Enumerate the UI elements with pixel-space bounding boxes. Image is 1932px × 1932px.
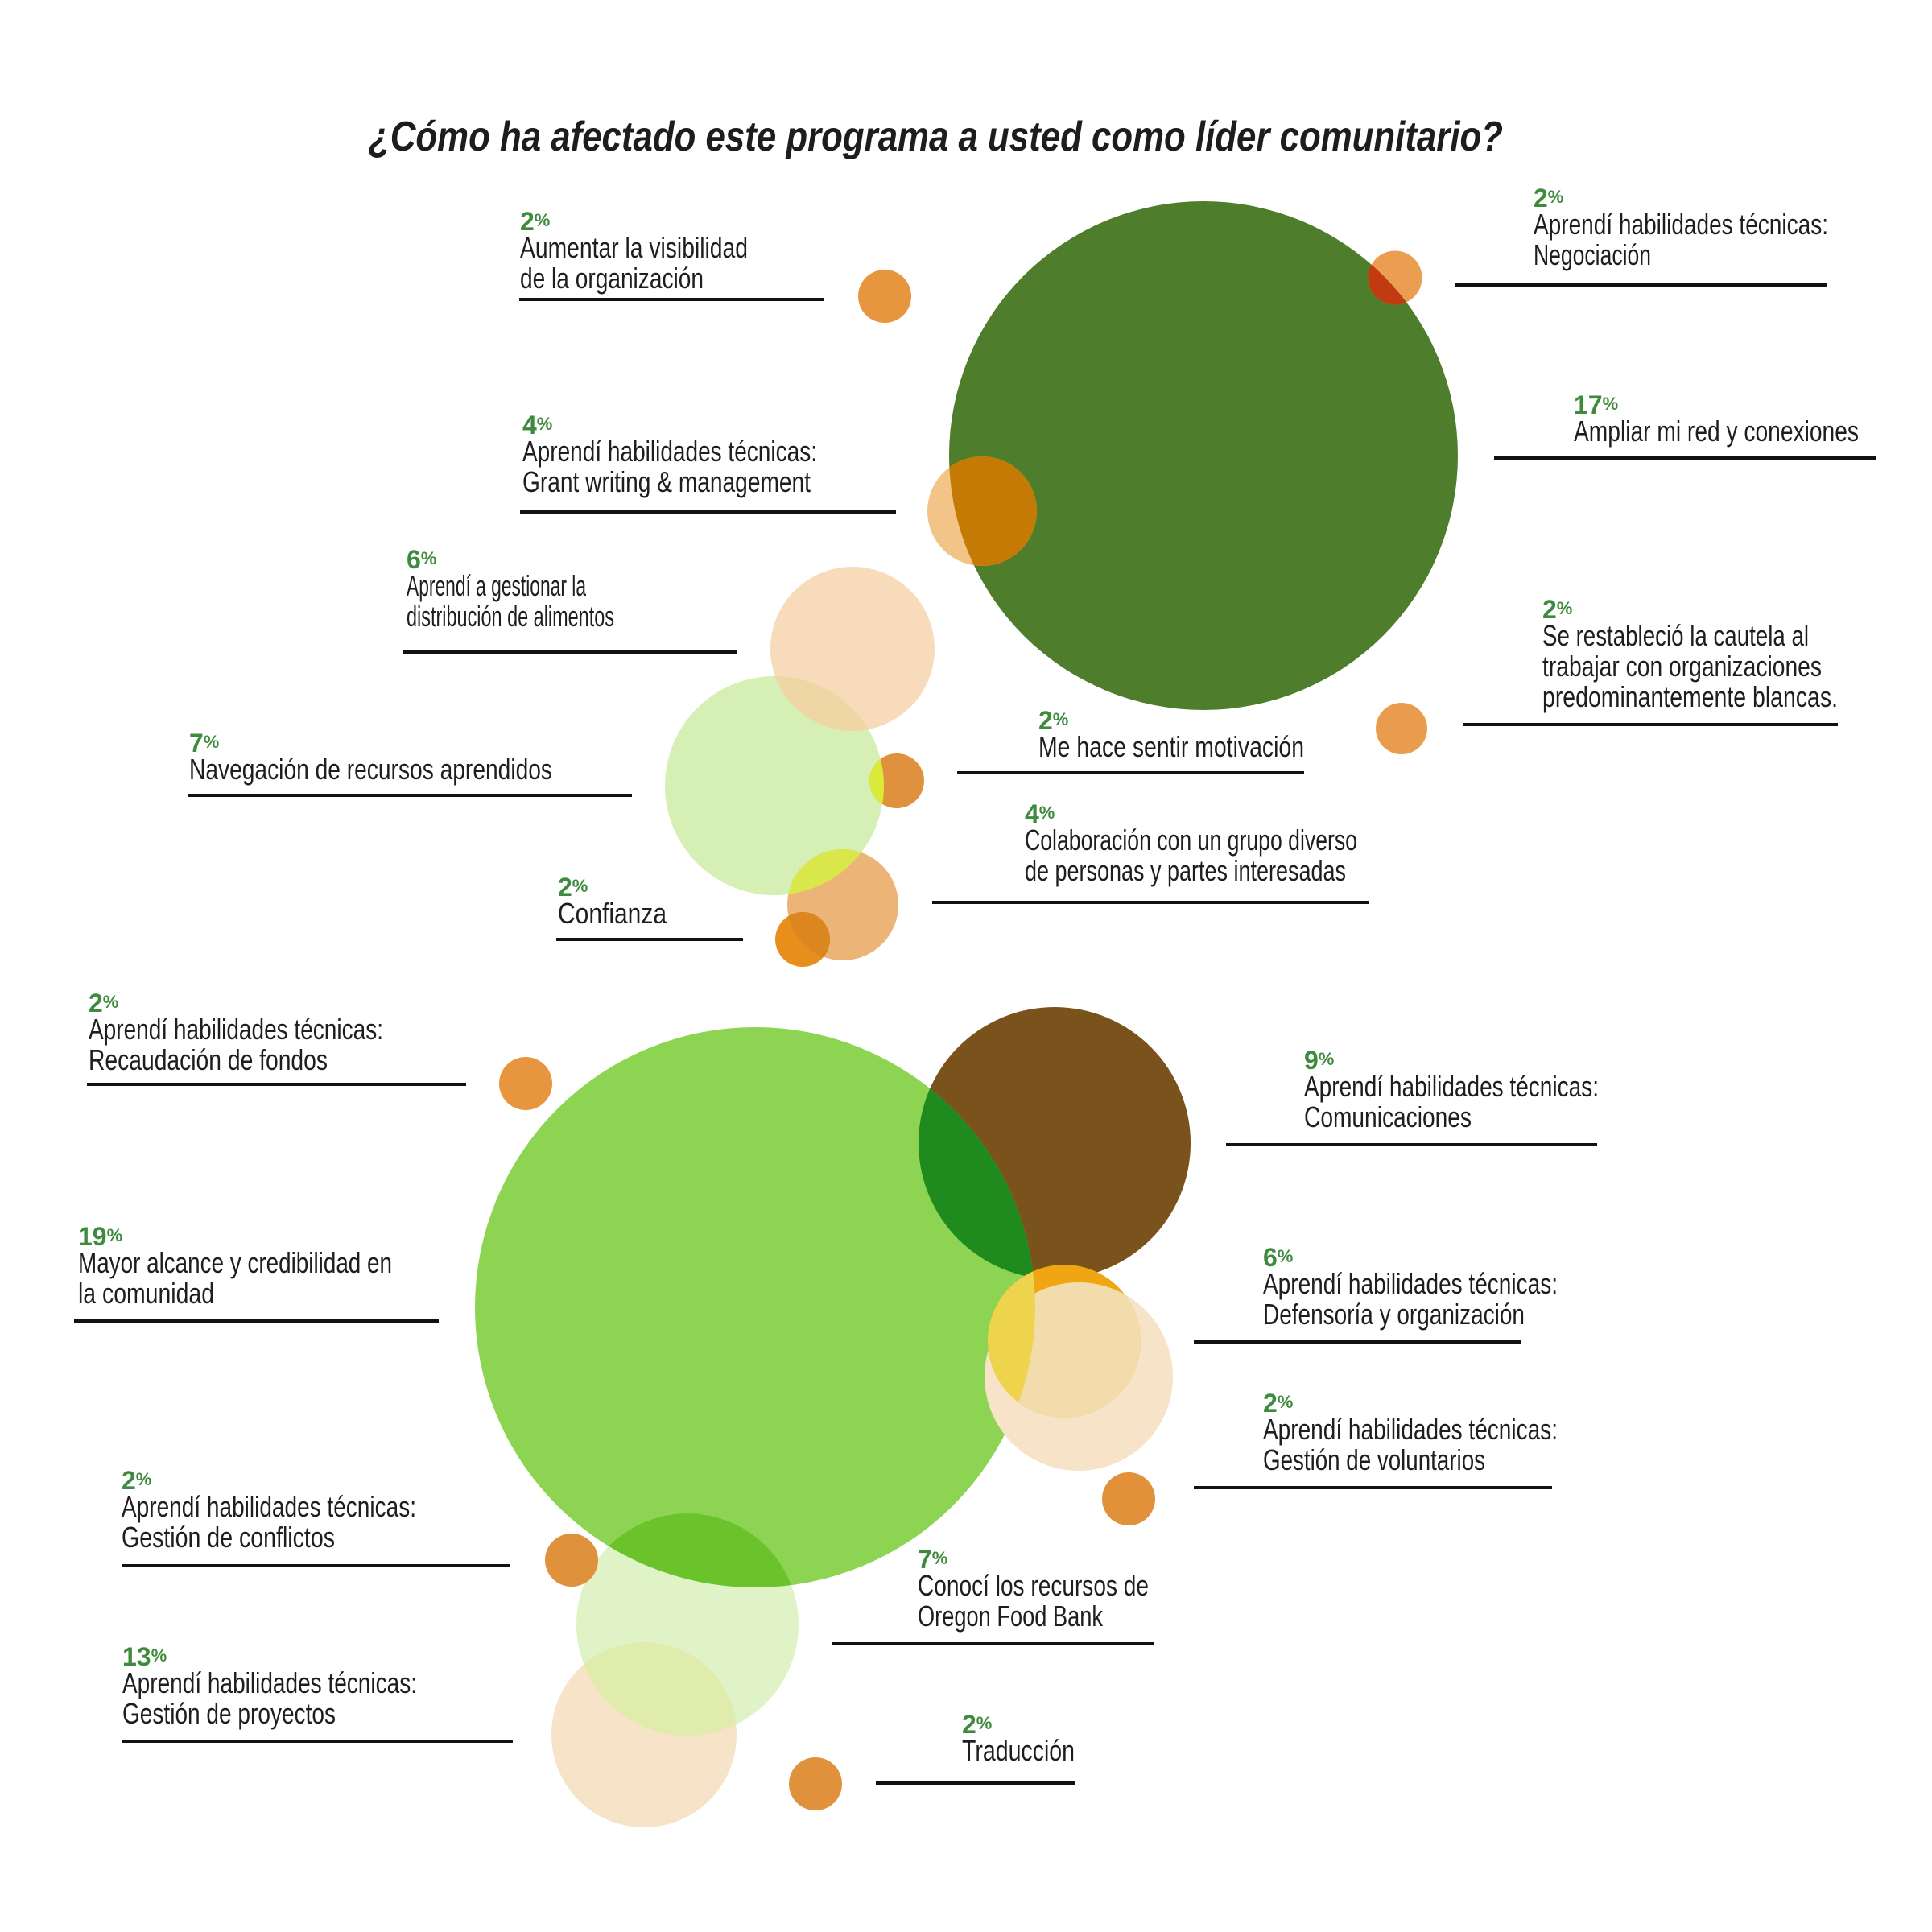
- svg-text:de personas y partes interesad: de personas y partes interesadas: [1025, 854, 1346, 887]
- svg-text:Navegación de recursos aprendi: Navegación de recursos aprendidos: [189, 753, 552, 786]
- svg-text:Aprendí habilidades técnicas:: Aprendí habilidades técnicas:: [1263, 1267, 1558, 1300]
- svg-text:Defensoría y organización: Defensoría y organización: [1263, 1298, 1525, 1331]
- svg-text:Gestión de conflictos: Gestión de conflictos: [122, 1521, 335, 1554]
- svg-text:Aprendí habilidades técnicas:: Aprendí habilidades técnicas:: [1304, 1070, 1599, 1103]
- svg-text:Traducción: Traducción: [962, 1734, 1075, 1767]
- svg-text:¿Cómo ha afectado este program: ¿Cómo ha afectado este programa a usted …: [369, 114, 1503, 160]
- svg-text:Colaboración con un grupo dive: Colaboración con un grupo diverso: [1025, 824, 1357, 857]
- svg-text:Confianza: Confianza: [558, 897, 667, 930]
- svg-text:trabajar con organizaciones: trabajar con organizaciones: [1542, 650, 1822, 683]
- svg-text:Comunicaciones: Comunicaciones: [1304, 1100, 1472, 1133]
- svg-text:Oregon Food Bank: Oregon Food Bank: [918, 1600, 1104, 1633]
- svg-text:Aprendí habilidades técnicas:: Aprendí habilidades técnicas:: [1534, 208, 1828, 241]
- svg-text:Grant writing & management: Grant writing & management: [522, 465, 811, 498]
- svg-text:Me hace sentir motivación: Me hace sentir motivación: [1038, 730, 1304, 763]
- svg-text:Aprendí habilidades técnicas:: Aprendí habilidades técnicas:: [1263, 1413, 1558, 1446]
- svg-text:19%: 19%: [78, 1222, 122, 1251]
- svg-text:Negociación: Negociación: [1534, 238, 1651, 271]
- svg-text:Aprendí habilidades técnicas:: Aprendí habilidades técnicas:: [522, 435, 817, 468]
- svg-text:Aprendí habilidades técnicas:: Aprendí habilidades técnicas:: [89, 1013, 383, 1046]
- svg-text:Recaudación de fondos: Recaudación de fondos: [89, 1043, 328, 1076]
- svg-text:Aprendí a gestionar la: Aprendí a gestionar la: [407, 569, 587, 602]
- svg-text:Conocí los recursos de: Conocí los recursos de: [918, 1569, 1149, 1602]
- svg-text:Se restableció la cautela al: Se restableció la cautela al: [1542, 619, 1809, 652]
- svg-text:de la organización: de la organización: [520, 262, 704, 295]
- svg-text:13%: 13%: [122, 1642, 167, 1671]
- svg-text:Aprendí habilidades técnicas:: Aprendí habilidades técnicas:: [122, 1666, 417, 1699]
- svg-text:Gestión de proyectos: Gestión de proyectos: [122, 1697, 336, 1730]
- svg-text:Mayor alcance y credibilidad e: Mayor alcance y credibilidad en: [78, 1246, 392, 1279]
- svg-text:predominantemente blancas.: predominantemente blancas.: [1542, 680, 1838, 713]
- svg-text:Aumentar la visibilidad: Aumentar la visibilidad: [520, 231, 748, 264]
- svg-text:Gestión de voluntarios: Gestión de voluntarios: [1263, 1443, 1485, 1476]
- svg-text:la comunidad: la comunidad: [78, 1277, 214, 1310]
- svg-text:Aprendí habilidades técnicas:: Aprendí habilidades técnicas:: [122, 1490, 416, 1523]
- svg-text:distribución de alimentos: distribución de alimentos: [407, 600, 614, 633]
- svg-text:Ampliar mi red y conexiones: Ampliar mi red y conexiones: [1574, 415, 1859, 448]
